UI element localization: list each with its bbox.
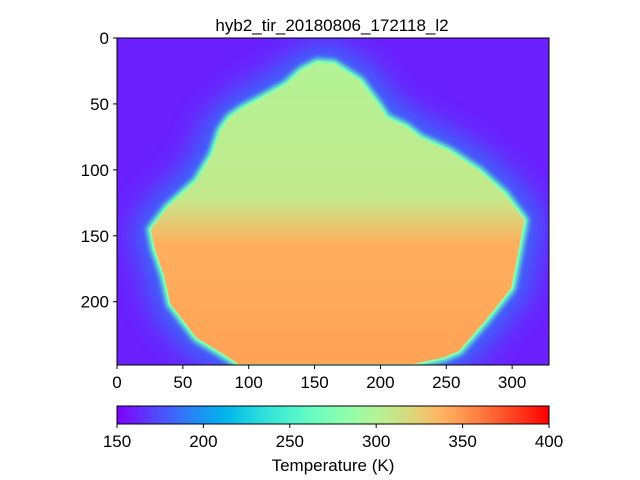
colorbar-tick-label: 400 <box>535 432 563 451</box>
x-tick-label: 0 <box>112 373 121 392</box>
y-tick-label: 0 <box>100 29 109 48</box>
plot-frame <box>116 37 550 366</box>
colorbar-tick-label: 150 <box>103 432 131 451</box>
colorbar-tick-label: 350 <box>448 432 476 451</box>
x-tick-label: 150 <box>300 373 328 392</box>
x-tick-label: 300 <box>498 373 526 392</box>
colorbar-tick-label: 200 <box>189 432 217 451</box>
colorbar-label: Temperature (K) <box>272 456 395 475</box>
y-tick-label: 100 <box>81 161 109 180</box>
chart-title: hyb2_tir_20180806_172118_l2 <box>215 16 448 35</box>
asteroid-body <box>148 60 527 365</box>
y-tick-label: 150 <box>81 227 109 246</box>
x-tick-label: 100 <box>235 373 263 392</box>
colorbar-tick-label: 250 <box>276 432 304 451</box>
y-tick-label: 200 <box>81 293 109 312</box>
x-axis: 0 50 100 150 200 250 300 <box>112 365 526 392</box>
colorbar-frame <box>116 405 550 425</box>
x-tick-label: 250 <box>432 373 460 392</box>
y-axis: 0 50 100 150 200 <box>81 29 117 312</box>
x-tick-label: 200 <box>366 373 394 392</box>
colorbar <box>117 406 549 424</box>
x-tick-label: 50 <box>173 373 192 392</box>
heatmap-image <box>117 38 549 365</box>
colorbar-tick-label: 300 <box>362 432 390 451</box>
colorbar-axis: 150 200 250 300 350 400 <box>103 424 563 451</box>
y-tick-label: 50 <box>90 95 109 114</box>
